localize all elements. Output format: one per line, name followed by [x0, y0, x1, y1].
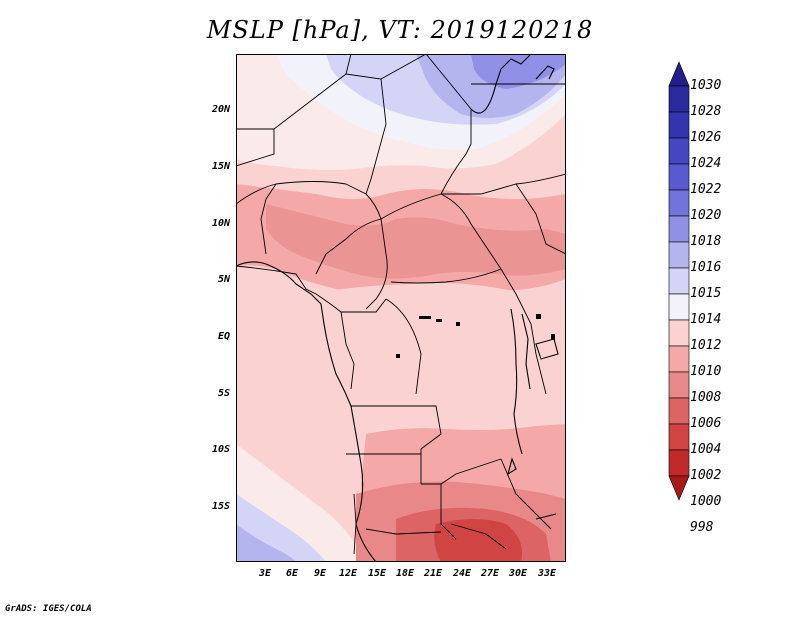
lon-label: 9E: [313, 568, 327, 579]
colorbar-level-label: 1015: [690, 286, 722, 301]
lakes: [396, 314, 555, 358]
colorbar-level-label: 1012: [690, 338, 722, 353]
lon-label: 24E: [452, 568, 472, 579]
colorbar-level-label: 1006: [690, 416, 722, 431]
lon-label: 3E: [258, 568, 272, 579]
colorbar: [668, 61, 690, 501]
colorbar-segment: [668, 241, 690, 269]
colorbar-level-label: 1028: [690, 104, 722, 119]
lat-label: 15N: [211, 161, 230, 172]
colorbar-level-label: 1018: [690, 234, 722, 249]
region-sahel-darker: [266, 204, 566, 279]
lon-label: 12E: [338, 568, 358, 579]
lon-label: 15E: [367, 568, 387, 579]
region-congo-basin: [306, 282, 566, 421]
colorbar-segment: [668, 423, 690, 451]
colorbar-segment: [668, 163, 690, 191]
lon-label: 18E: [395, 568, 415, 579]
map-title: MSLP [hPa], VT: 2019120218: [206, 16, 594, 44]
colorbar-segment: [668, 267, 690, 295]
colorbar-level-label: 1008: [690, 390, 722, 405]
region-southwest-high-core: [236, 524, 296, 562]
colorbar-top-arrow: [668, 61, 690, 87]
colorbar-bottom-arrow: [668, 475, 690, 501]
lat-label: 10N: [211, 218, 230, 229]
colorbar-level-label: 1016: [690, 260, 722, 275]
colorbar-level-label: 1002: [690, 468, 722, 483]
colorbar-level-label: 1022: [690, 182, 722, 197]
lon-label: 27E: [480, 568, 500, 579]
colorbar-level-label: 1004: [690, 442, 722, 457]
colorbar-level-label: 1000: [690, 494, 722, 509]
colorbar-segment: [668, 319, 690, 347]
colorbar-segment: [668, 85, 690, 113]
map-frame: [236, 54, 566, 562]
footer-credit: GrADS: IGES/COLA: [5, 604, 92, 614]
colorbar-level-label: 1030: [690, 78, 722, 93]
lon-label: 30E: [508, 568, 528, 579]
colorbar-level-label: 998: [690, 520, 714, 535]
colorbar-segment: [668, 449, 690, 477]
colorbar-segment: [668, 215, 690, 243]
colorbar-level-label: 1020: [690, 208, 722, 223]
colorbar-segment: [668, 293, 690, 321]
colorbar-segment: [668, 371, 690, 399]
lon-label: 21E: [423, 568, 443, 579]
lon-label: 33E: [537, 568, 557, 579]
colorbar-segment: [668, 189, 690, 217]
colorbar-level-label: 1014: [690, 312, 722, 327]
colorbar-level-label: 1026: [690, 130, 722, 145]
lon-label: 6E: [285, 568, 299, 579]
map-panel: [236, 54, 566, 562]
region-north-high-core: [471, 54, 566, 89]
colorbar-segment: [668, 111, 690, 139]
lat-label: 5N: [217, 274, 230, 285]
lat-label: 15S: [211, 501, 230, 512]
colorbar-level-label: 1024: [690, 156, 722, 171]
coastline: [236, 54, 559, 562]
lat-label: EQ: [217, 331, 230, 342]
country-borders: [236, 54, 566, 555]
colorbar-level-label: 1010: [690, 364, 722, 379]
lat-label: 5S: [217, 388, 230, 399]
colorbar-segment: [668, 345, 690, 373]
colorbar-segment: [668, 137, 690, 165]
lat-label: 10S: [211, 444, 230, 455]
region-southern-core-low: [434, 519, 522, 562]
colorbar-segment: [668, 397, 690, 425]
lat-label: 20N: [211, 104, 230, 115]
pressure-map: [236, 54, 566, 562]
